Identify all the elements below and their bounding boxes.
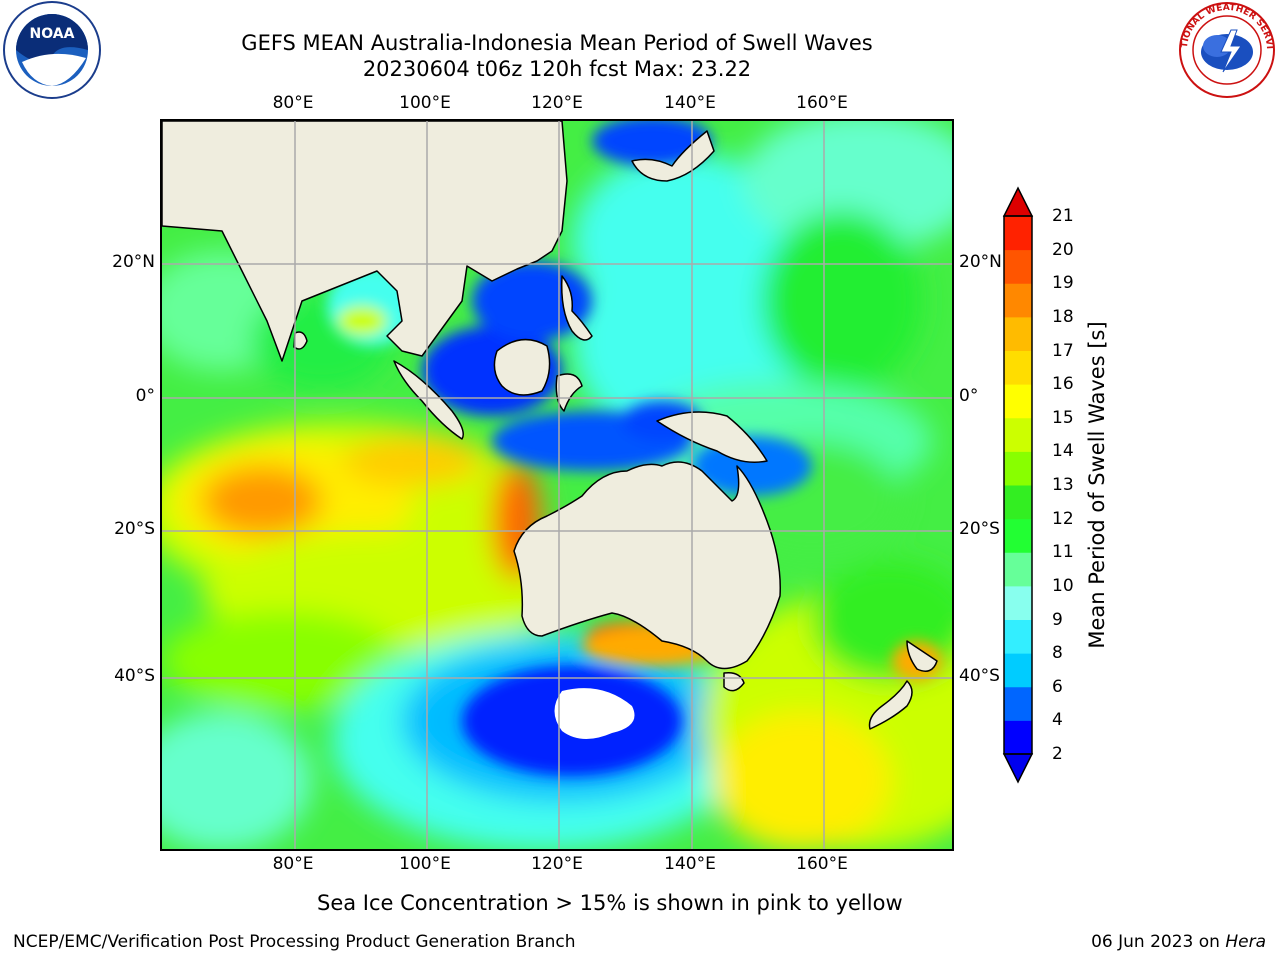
colorbar-tick-label: 11 (1052, 542, 1074, 563)
lat-tick-right-40s: 40°S (959, 666, 1000, 686)
colorbar-swatch (1004, 686, 1032, 721)
swell-period-map (160, 119, 954, 851)
colorbar-swatch (1004, 518, 1032, 553)
lat-tick-right-20n: 20°N (959, 252, 1002, 272)
colorbar-swatch (1004, 619, 1032, 654)
footer-date-text: 06 Jun 2023 on (1091, 932, 1220, 952)
lon-tick-bottom-100e: 100°E (399, 854, 451, 874)
graticule (162, 121, 952, 849)
colorbar-swatch (1004, 451, 1032, 486)
colorbar-tick-label: 14 (1052, 441, 1074, 462)
noaa-logo: NOAA (0, 0, 105, 104)
land-masses (162, 121, 938, 730)
sea-ice-note: Sea Ice Concentration > 15% is shown in … (317, 891, 903, 915)
colorbar-swatch (1004, 216, 1032, 251)
colorbar-max-extend (1002, 186, 1034, 217)
colorbar-tick-label: 19 (1052, 273, 1074, 294)
colorbar-tick-label: 2 (1052, 744, 1063, 764)
colorbar-swatch (1004, 552, 1032, 587)
colorbar-tick-label: 13 (1052, 475, 1074, 495)
colorbar-tick-label: 15 (1052, 407, 1074, 428)
colorbar-swatch (1004, 249, 1032, 284)
colorbar-swatches (1004, 216, 1032, 755)
colorbar-swatch (1004, 417, 1032, 452)
colorbar-swatch (1004, 316, 1032, 351)
lon-tick-bottom-160e: 160°E (796, 854, 848, 874)
lon-tick-top-160e: 160°E (796, 93, 848, 113)
lon-tick-bottom-120e: 120°E (531, 854, 583, 874)
colorbar-swatch (1004, 350, 1032, 385)
lon-tick-top-140e: 140°E (664, 93, 716, 113)
lat-tick-left-40s: 40°S (114, 666, 155, 686)
nws-logo: NATIONAL WEATHER SERVICE (1171, 0, 1280, 104)
colorbar-swatch (1004, 485, 1032, 520)
footer-date: 06 Jun 2023 on Hera (1091, 932, 1266, 952)
colorbar-title: Mean Period of Swell Waves [s] (1085, 321, 1109, 649)
colorbar-tick-label: 6 (1052, 676, 1063, 697)
colorbar-tick-label: 10 (1052, 575, 1074, 596)
colorbar-tick-label: 9 (1052, 609, 1063, 630)
lat-tick-left-20s: 20°S (114, 519, 155, 539)
colorbar-swatch (1004, 720, 1032, 755)
colorbar-swatch (1004, 585, 1032, 620)
colorbar-tick-label: 20 (1052, 239, 1074, 260)
footer-host: Hera (1225, 932, 1266, 952)
lat-tick-left-0: 0° (135, 386, 155, 406)
map-title: GEFS MEAN Australia-Indonesia Mean Perio… (241, 31, 873, 55)
lon-tick-bottom-80e: 80°E (272, 854, 314, 874)
map-canvas (162, 121, 952, 849)
colorbar-tick-label: 21 (1052, 206, 1074, 226)
colorbar (1002, 186, 1034, 784)
colorbar-tick-label: 8 (1052, 643, 1063, 664)
colorbar-swatch (1004, 283, 1032, 318)
colorbar-tick-label: 4 (1052, 710, 1063, 731)
noaa-logo-text: NOAA (30, 26, 75, 42)
map-subtitle: 20230604 t06z 120h fcst Max: 23.22 (362, 57, 752, 81)
colorbar-swatch (1004, 653, 1032, 688)
lon-tick-top-100e: 100°E (399, 93, 451, 113)
lon-tick-top-120e: 120°E (531, 93, 583, 113)
colorbar-min-extend (1002, 753, 1034, 784)
colorbar-tick-label: 12 (1052, 508, 1074, 529)
footer-branch: NCEP/EMC/Verification Post Processing Pr… (13, 932, 576, 952)
colorbar-tick-label: 17 (1052, 340, 1074, 361)
lon-tick-bottom-140e: 140°E (664, 854, 716, 874)
lat-tick-right-0: 0° (959, 386, 979, 406)
colorbar-tick-label: 16 (1052, 374, 1074, 395)
lon-tick-top-80e: 80°E (272, 93, 314, 113)
colorbar-tick-label: 18 (1052, 306, 1074, 327)
lat-tick-right-20s: 20°S (959, 519, 1000, 539)
colorbar-swatch (1004, 384, 1032, 419)
lat-tick-left-20n: 20°N (112, 252, 155, 272)
